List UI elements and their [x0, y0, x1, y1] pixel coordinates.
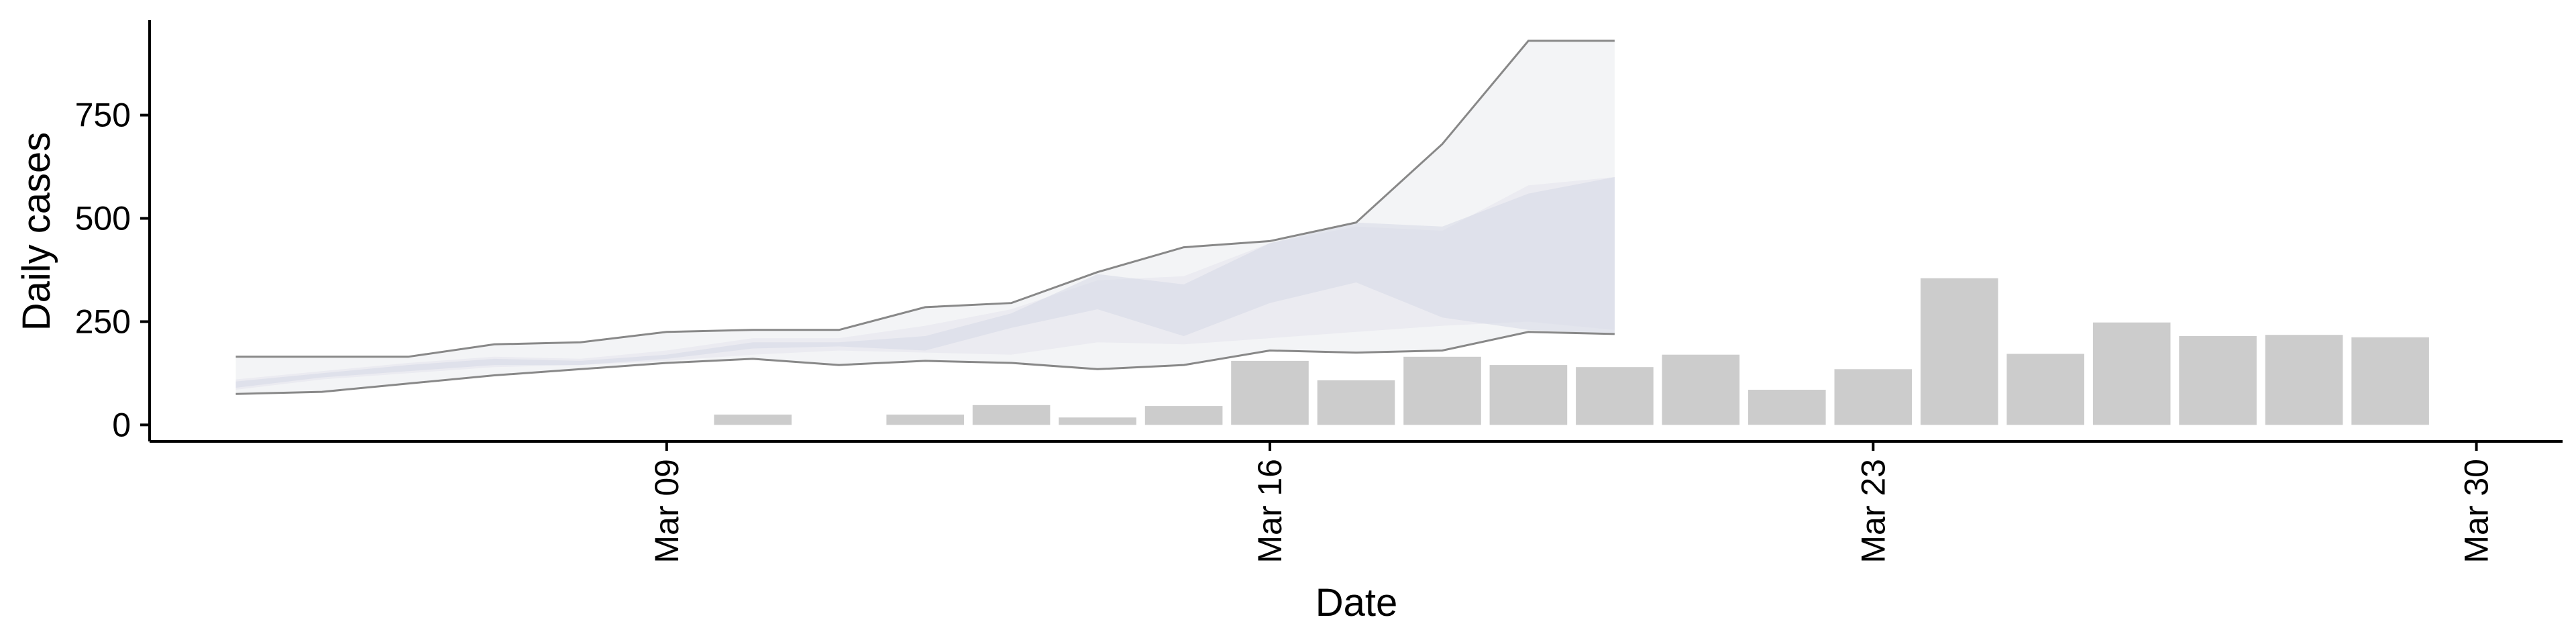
bar-2020-03-25: [2006, 354, 2084, 425]
bar-2020-03-13: [972, 405, 1051, 425]
x-tick-label-1: Mar 16: [1251, 459, 1289, 564]
bar-2020-03-29: [2351, 337, 2429, 425]
bar-2020-03-16: [1231, 360, 1309, 425]
bar-2020-03-18: [1403, 356, 1481, 425]
reported-case-bars: [714, 278, 2429, 425]
x-tick-label-0: Mar 09: [648, 459, 686, 564]
estimate-bands: [235, 40, 1615, 395]
x-tick-label-3: Mar 30: [2458, 459, 2496, 564]
y-tick-label-250: 250: [75, 303, 131, 340]
band-middle: [235, 177, 1615, 390]
bar-2020-03-15: [1144, 406, 1223, 425]
y-tick-label-500: 500: [75, 200, 131, 237]
y-axis-title: Daily cases: [15, 132, 58, 331]
y-tick-label-0: 0: [112, 406, 131, 443]
bar-2020-03-28: [2265, 335, 2343, 425]
y-tick-label-750: 750: [75, 97, 131, 134]
bar-2020-03-19: [1489, 365, 1568, 425]
band-lower-line: [235, 331, 1615, 395]
bar-2020-03-21: [1662, 354, 1740, 425]
x-axis-title: Date: [1316, 581, 1398, 625]
bar-2020-03-27: [2179, 336, 2257, 425]
bar-2020-03-23: [1834, 369, 1913, 425]
bar-2020-03-10: [714, 415, 792, 425]
x-axis-ticks: Mar 09 Mar 16 Mar 23 Mar 30: [648, 441, 2496, 564]
y-axis-ticks: 0 250 500 750: [75, 97, 150, 443]
bar-2020-03-14: [1059, 417, 1136, 425]
bar-2020-03-17: [1317, 380, 1395, 425]
bar-2020-03-12: [886, 415, 964, 425]
bar-2020-03-24: [1920, 278, 1998, 425]
band-upper-line: [235, 40, 1615, 358]
x-tick-label-2: Mar 23: [1854, 459, 1892, 564]
bar-2020-03-26: [2092, 322, 2171, 425]
bar-2020-03-22: [1748, 390, 1826, 425]
band-inner: [235, 177, 1615, 388]
bar-2020-03-20: [1576, 367, 1654, 425]
